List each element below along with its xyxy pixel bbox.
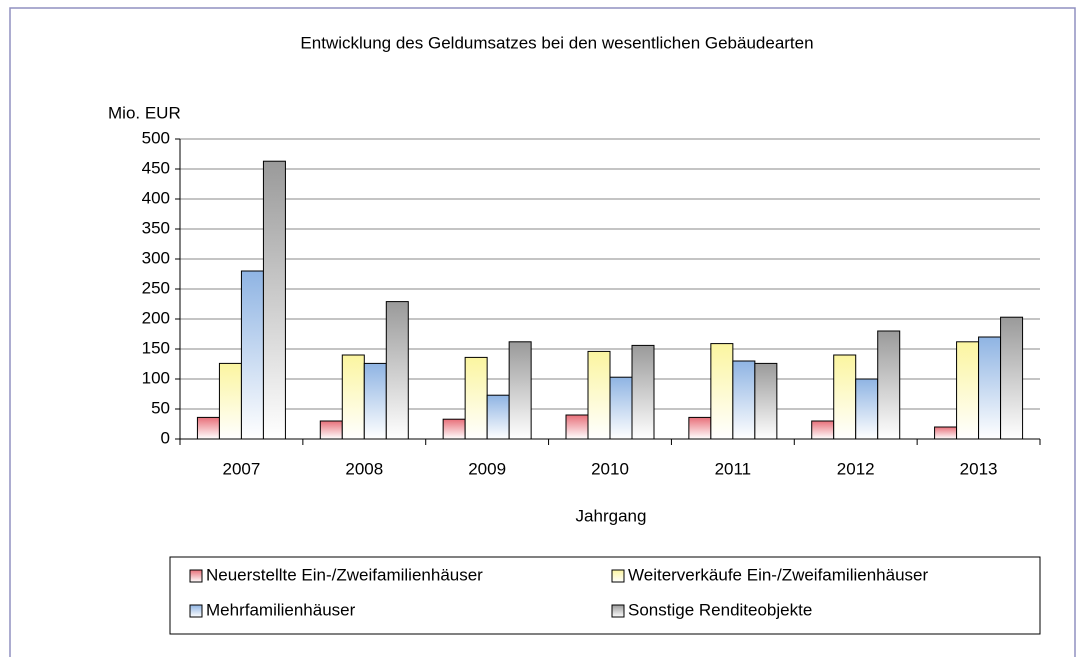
- x-tick-label: 2013: [960, 459, 998, 478]
- legend-label: Neuerstellte Ein-/Zweifamilienhäuser: [206, 565, 483, 584]
- bar: [508, 341, 532, 440]
- y-tick-label: 350: [142, 218, 170, 237]
- bar: [710, 343, 734, 440]
- x-tick-label: 2007: [223, 459, 261, 478]
- legend-swatch: [611, 604, 625, 618]
- bar: [978, 336, 1002, 440]
- chart-title: Entwicklung des Geldumsatzes bei den wes…: [300, 33, 813, 52]
- y-tick-label: 0: [161, 428, 170, 447]
- bar: [486, 394, 510, 440]
- bar: [609, 376, 633, 440]
- legend-swatch: [189, 604, 203, 618]
- y-tick-label: 400: [142, 188, 170, 207]
- y-axis-title: Mio. EUR: [108, 103, 181, 122]
- legend-swatch: [189, 569, 203, 583]
- bar: [934, 426, 958, 440]
- bar: [196, 416, 220, 440]
- y-tick-label: 250: [142, 278, 170, 297]
- legend-label: Sonstige Renditeobjekte: [628, 600, 812, 619]
- bar: [1000, 316, 1024, 440]
- legend-label: Mehrfamilienhäuser: [206, 600, 356, 619]
- y-tick-label: 300: [142, 248, 170, 267]
- bar: [732, 360, 756, 440]
- bar: [565, 414, 589, 440]
- x-axis-title: Jahrgang: [576, 506, 647, 525]
- y-tick-label: 100: [142, 368, 170, 387]
- bar: [262, 160, 286, 440]
- y-tick-label: 150: [142, 338, 170, 357]
- y-tick-label: 450: [142, 158, 170, 177]
- bar: [319, 420, 343, 440]
- legend-swatch: [611, 569, 625, 583]
- y-tick-label: 200: [142, 308, 170, 327]
- legend-label: Weiterverkäufe Ein-/Zweifamilienhäuser: [628, 565, 928, 584]
- bar: [855, 378, 879, 440]
- bar: [240, 270, 264, 440]
- bar: [956, 341, 980, 440]
- bar: [363, 362, 387, 440]
- y-tick-label: 500: [142, 128, 170, 147]
- bar: [631, 344, 655, 440]
- bar: [688, 416, 712, 440]
- bar: [754, 362, 778, 440]
- bar: [833, 354, 857, 440]
- bar: [442, 418, 466, 440]
- x-tick-label: 2012: [837, 459, 875, 478]
- x-tick-label: 2011: [715, 459, 752, 478]
- bar: [811, 420, 835, 440]
- bar: [464, 356, 488, 440]
- y-tick-label: 50: [151, 398, 170, 417]
- bar: [877, 330, 901, 440]
- x-tick-label: 2010: [591, 459, 629, 478]
- x-tick-label: 2009: [468, 459, 506, 478]
- x-tick-label: 2008: [345, 459, 383, 478]
- bar: [218, 362, 242, 440]
- bar: [385, 301, 409, 440]
- bar: [341, 354, 365, 440]
- legend-box: [169, 556, 1041, 635]
- bar: [587, 350, 611, 440]
